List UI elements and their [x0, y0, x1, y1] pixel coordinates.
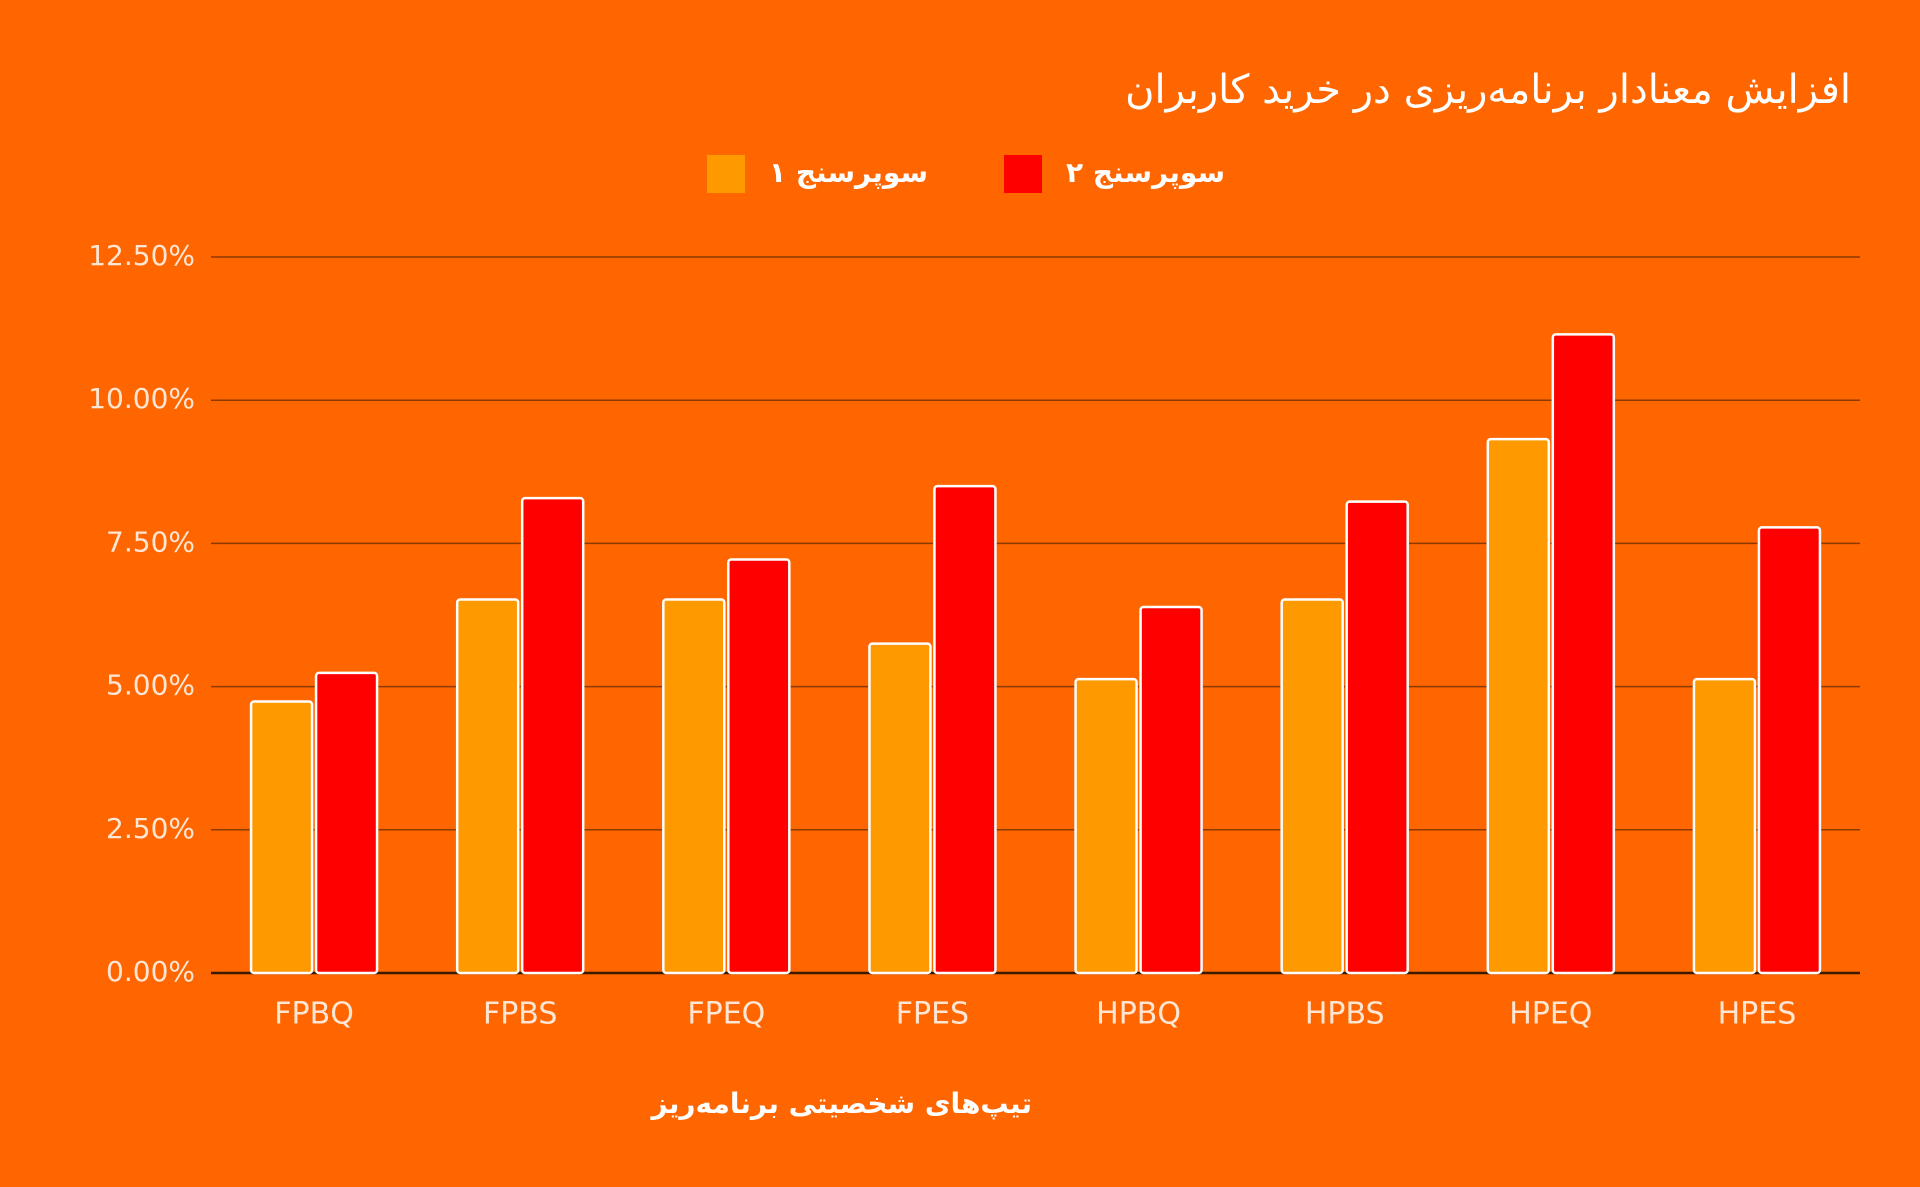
y-tick-label: 5.00%: [106, 669, 195, 702]
bar: [1074, 677, 1138, 975]
y-tick-label: 0.00%: [106, 955, 195, 988]
x-tick-label: HPEQ: [1509, 997, 1592, 1032]
legend-swatch: [1004, 155, 1042, 193]
x-axis-title: تیپ‌های شخصیتی برنامه‌ریز: [650, 1087, 1033, 1120]
bar: [662, 598, 726, 975]
chart-title: افزایش معنادار برنامه‌ریزی در خرید کاربر…: [1125, 67, 1851, 113]
bar: [520, 496, 585, 975]
bar: [314, 671, 379, 975]
legend-label: سوپرسنج ۲: [1066, 156, 1225, 189]
y-tick-label: 12.50%: [88, 239, 195, 272]
x-tick-label: FPBQ: [274, 997, 354, 1032]
bar: [1280, 598, 1344, 975]
bar: [249, 700, 314, 975]
bar: [1551, 333, 1616, 975]
bar: [868, 642, 932, 975]
x-tick-label: HPBS: [1305, 997, 1385, 1032]
x-tick-label: HPBQ: [1096, 997, 1181, 1032]
x-tick-label: HPES: [1718, 997, 1797, 1032]
bar: [1139, 605, 1203, 975]
x-tick-label: FPBS: [483, 997, 557, 1032]
y-tick-label: 2.50%: [106, 812, 195, 845]
y-tick-label: 10.00%: [88, 382, 195, 415]
bar: [1757, 526, 1822, 975]
bar: [727, 558, 791, 975]
bar: [933, 484, 997, 975]
legend-label: سوپرسنج ۱: [769, 156, 928, 189]
bar: [455, 598, 520, 975]
y-tick-label: 7.50%: [106, 525, 195, 558]
bar: [1486, 437, 1551, 975]
bar: [1345, 500, 1409, 975]
x-tick-label: FPEQ: [687, 997, 765, 1032]
x-tick-label: FPES: [896, 997, 969, 1032]
legend-swatch: [707, 155, 745, 193]
bar: [1692, 677, 1757, 975]
